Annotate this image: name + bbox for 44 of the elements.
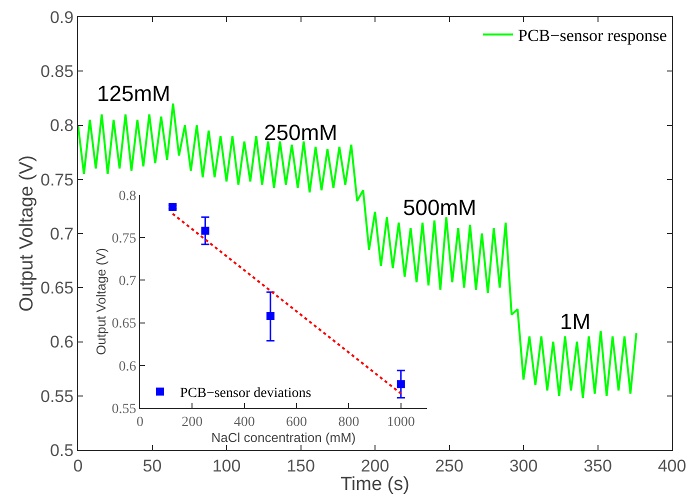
- legend-label: PCB−sensor deviations: [180, 386, 312, 402]
- y-tick-label: 0.75: [40, 170, 74, 190]
- y-tick-label: 0.55: [112, 402, 136, 417]
- y-tick-label: 0.8: [118, 188, 136, 204]
- point: [201, 226, 210, 235]
- x-tick-label: 250: [435, 456, 464, 476]
- x-tick-label: 150: [286, 456, 315, 476]
- x-tick-label: 600: [286, 414, 308, 430]
- annotation: 250mM: [264, 120, 338, 145]
- y-tick-label: 0.65: [112, 316, 136, 332]
- y-tick-label: 0.9: [50, 8, 74, 27]
- y-tick-label: 0.55: [40, 386, 74, 406]
- x-tick-label: 400: [234, 414, 255, 430]
- x-axis-title: NaCl concentration (mM): [211, 430, 356, 445]
- x-tick-label: 0: [73, 456, 83, 476]
- x-tick-label: 400: [658, 456, 686, 476]
- x-tick-label: 0: [136, 414, 144, 430]
- annotation: 500mM: [403, 195, 476, 220]
- x-tick-label: 800: [338, 414, 360, 430]
- y-tick-label: 0.65: [40, 278, 74, 298]
- x-tick-label: 50: [142, 456, 162, 476]
- x-tick-label: 300: [509, 456, 538, 476]
- y-tick-label: 0.75: [112, 232, 136, 246]
- y-tick-label: 0.7: [118, 274, 136, 290]
- y-tick-label: 0.85: [40, 62, 74, 82]
- y-tick-label: 0.6: [118, 359, 136, 374]
- line-series: [78, 102, 638, 400]
- x-tick-label: 1000: [386, 414, 415, 430]
- y-tick-label: 0.7: [50, 224, 74, 244]
- x-axis-title: Time (s): [340, 474, 410, 495]
- x-tick-label: 200: [182, 414, 203, 430]
- point: [266, 312, 274, 320]
- y-axis-title: Output Voltage (V): [16, 155, 38, 312]
- y-tick-label: 0.6: [50, 332, 74, 352]
- x-tick-label: 350: [584, 456, 612, 476]
- y-tick-label: 0.5: [50, 440, 74, 460]
- x-tick-label: 200: [360, 456, 390, 476]
- point: [396, 380, 405, 388]
- annotation: 125mM: [97, 81, 170, 106]
- y-axis-title: Output Voltage (V): [94, 248, 109, 355]
- legend-label: PCB−sensor response: [518, 26, 667, 46]
- annotation: 1M: [560, 309, 591, 334]
- y-tick-label: 0.8: [50, 116, 74, 136]
- x-tick-label: 100: [212, 456, 241, 476]
